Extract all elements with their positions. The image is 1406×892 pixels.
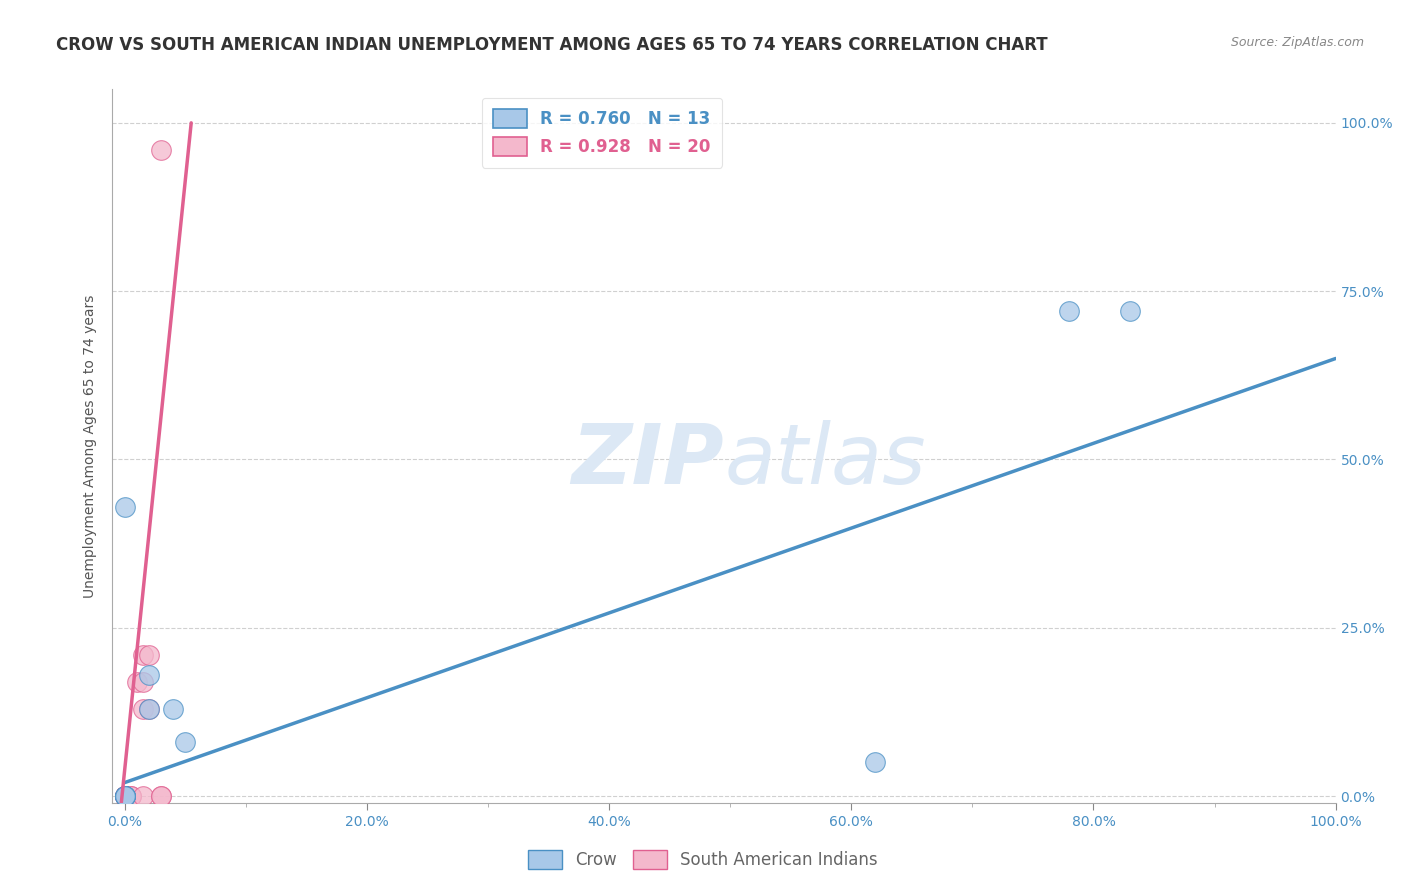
Point — [138, 668, 160, 682]
Point — [1119, 304, 1142, 318]
Point — [114, 789, 136, 803]
Point — [120, 789, 142, 803]
Text: atlas: atlas — [724, 420, 925, 500]
Point — [114, 789, 136, 803]
Point — [114, 789, 136, 803]
Legend: R = 0.760   N = 13, R = 0.928   N = 20: R = 0.760 N = 13, R = 0.928 N = 20 — [482, 97, 721, 168]
Point — [138, 701, 160, 715]
Point — [132, 648, 155, 662]
Point — [1057, 304, 1080, 318]
Point — [132, 674, 155, 689]
Point — [125, 674, 148, 689]
Point — [149, 789, 172, 803]
Point — [114, 789, 136, 803]
Text: ZIP: ZIP — [571, 420, 724, 500]
Point — [114, 789, 136, 803]
Point — [114, 789, 136, 803]
Point — [149, 143, 172, 157]
Point — [865, 756, 887, 770]
Point — [174, 735, 197, 749]
Point — [120, 789, 142, 803]
Point — [138, 701, 160, 715]
Point — [114, 789, 136, 803]
Text: Source: ZipAtlas.com: Source: ZipAtlas.com — [1230, 36, 1364, 49]
Text: CROW VS SOUTH AMERICAN INDIAN UNEMPLOYMENT AMONG AGES 65 TO 74 YEARS CORRELATION: CROW VS SOUTH AMERICAN INDIAN UNEMPLOYME… — [56, 36, 1047, 54]
Point — [149, 789, 172, 803]
Point — [114, 789, 136, 803]
Point — [162, 701, 184, 715]
Point — [114, 789, 136, 803]
Point — [114, 789, 136, 803]
Point — [132, 789, 155, 803]
Point — [114, 789, 136, 803]
Point — [114, 789, 136, 803]
Point — [132, 701, 155, 715]
Y-axis label: Unemployment Among Ages 65 to 74 years: Unemployment Among Ages 65 to 74 years — [83, 294, 97, 598]
Point — [114, 789, 136, 803]
Legend: Crow, South American Indians: Crow, South American Indians — [519, 840, 887, 880]
Point — [138, 648, 160, 662]
Point — [114, 500, 136, 514]
